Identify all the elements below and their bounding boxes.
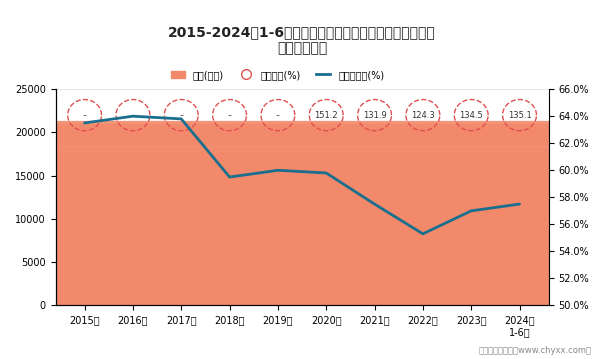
- Circle shape: [0, 153, 604, 175]
- Circle shape: [0, 255, 604, 277]
- Circle shape: [0, 263, 604, 275]
- Circle shape: [0, 166, 604, 183]
- Circle shape: [0, 280, 604, 291]
- Circle shape: [0, 267, 604, 278]
- Circle shape: [0, 251, 604, 263]
- Circle shape: [0, 124, 604, 146]
- Circle shape: [0, 274, 604, 283]
- Circle shape: [0, 270, 604, 286]
- Circle shape: [0, 287, 604, 304]
- Circle shape: [0, 127, 604, 149]
- Circle shape: [0, 241, 604, 252]
- Circle shape: [0, 187, 604, 204]
- Circle shape: [0, 234, 604, 249]
- Circle shape: [0, 224, 604, 235]
- Circle shape: [0, 201, 604, 224]
- Circle shape: [0, 175, 604, 197]
- Text: 151.2: 151.2: [315, 111, 338, 120]
- Circle shape: [0, 287, 604, 304]
- Text: -: -: [276, 110, 280, 120]
- Circle shape: [0, 234, 604, 246]
- Circle shape: [0, 167, 604, 184]
- Text: -: -: [228, 110, 231, 120]
- Circle shape: [0, 227, 604, 238]
- Circle shape: [0, 242, 604, 251]
- Circle shape: [0, 215, 604, 231]
- Circle shape: [0, 148, 604, 171]
- Circle shape: [0, 278, 604, 290]
- Circle shape: [0, 293, 604, 304]
- Circle shape: [0, 295, 604, 305]
- Text: 制图：智研咨询（www.chyxx.com）: 制图：智研咨询（www.chyxx.com）: [479, 346, 592, 355]
- Circle shape: [0, 197, 604, 213]
- Circle shape: [0, 285, 604, 294]
- Circle shape: [0, 247, 604, 264]
- Circle shape: [0, 230, 604, 252]
- Circle shape: [0, 150, 604, 172]
- Circle shape: [0, 219, 604, 232]
- Circle shape: [0, 253, 604, 262]
- Circle shape: [0, 122, 604, 144]
- Circle shape: [0, 205, 604, 226]
- Circle shape: [0, 177, 604, 199]
- Text: -: -: [179, 110, 183, 120]
- Circle shape: [0, 282, 604, 303]
- Circle shape: [0, 254, 604, 265]
- Text: 131.9: 131.9: [362, 111, 387, 120]
- Text: 134.5: 134.5: [459, 111, 483, 120]
- Text: -: -: [131, 110, 135, 120]
- Circle shape: [0, 264, 604, 272]
- Circle shape: [0, 265, 604, 277]
- Circle shape: [0, 293, 604, 304]
- Circle shape: [0, 179, 604, 194]
- Circle shape: [0, 255, 604, 277]
- Circle shape: [0, 228, 604, 250]
- Text: -: -: [83, 110, 86, 120]
- Circle shape: [0, 203, 604, 225]
- Circle shape: [0, 179, 604, 201]
- Circle shape: [0, 247, 604, 264]
- Circle shape: [0, 186, 604, 203]
- Circle shape: [0, 289, 604, 304]
- Circle shape: [0, 214, 604, 225]
- Text: 2015-2024年1-6月电力、热力、燃气及水生产和供应业企
业负债统计图: 2015-2024年1-6月电力、热力、燃气及水生产和供应业企 业负债统计图: [168, 25, 436, 55]
- Circle shape: [0, 207, 604, 224]
- Text: 124.3: 124.3: [411, 111, 435, 120]
- Circle shape: [0, 279, 604, 290]
- Text: 135.1: 135.1: [507, 111, 532, 120]
- Circle shape: [0, 292, 604, 304]
- Circle shape: [0, 256, 604, 278]
- Circle shape: [0, 267, 604, 284]
- Circle shape: [0, 237, 604, 249]
- Circle shape: [0, 281, 604, 303]
- Circle shape: [0, 227, 604, 243]
- Circle shape: [0, 229, 604, 251]
- Circle shape: [0, 231, 604, 240]
- Legend: 负债(亿元), 产权比率(%), 资产负债率(%): 负债(亿元), 产权比率(%), 资产负债率(%): [167, 66, 388, 84]
- Circle shape: [0, 281, 604, 303]
- Circle shape: [0, 248, 604, 261]
- Circle shape: [0, 206, 604, 223]
- Circle shape: [0, 252, 604, 267]
- Circle shape: [0, 210, 604, 221]
- Circle shape: [0, 267, 604, 284]
- Circle shape: [0, 205, 604, 217]
- Circle shape: [0, 227, 604, 244]
